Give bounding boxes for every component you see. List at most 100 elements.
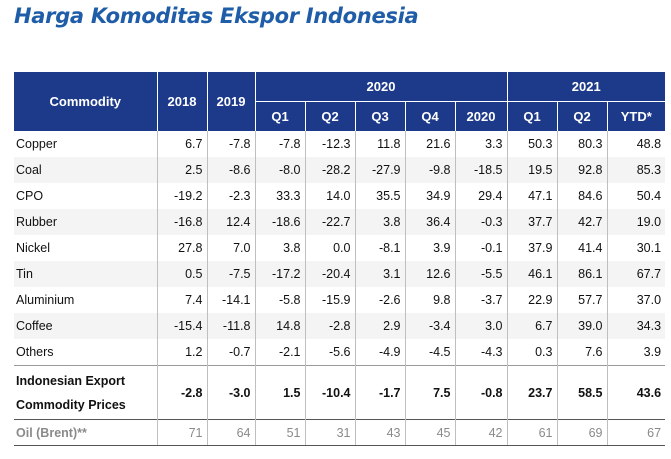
table-cell: -3.4 xyxy=(405,313,456,339)
row-label: Coal xyxy=(14,157,158,183)
table-cell: 42.7 xyxy=(557,209,608,235)
table-cell: -14.1 xyxy=(207,287,256,313)
row-label: Others xyxy=(14,339,158,366)
row-label: CPO xyxy=(14,183,158,209)
table-cell: 43.6 xyxy=(607,365,666,420)
header-2020: 2020 xyxy=(254,72,507,102)
table-cell: -15.9 xyxy=(305,287,356,313)
table-cell: -9.8 xyxy=(405,157,456,183)
table-cell: -2.8 xyxy=(157,365,208,420)
table-cell: -0.7 xyxy=(207,339,256,366)
table-cell: 85.3 xyxy=(607,157,666,183)
header-commodity: Commodity xyxy=(14,72,157,131)
table-cell: -5.5 xyxy=(455,261,508,287)
row-label-line-2: Commodity Prices xyxy=(16,397,126,412)
table-cell: -20.4 xyxy=(305,261,356,287)
table-cell: 3.1 xyxy=(355,261,406,287)
table-cell: -22.7 xyxy=(305,209,356,235)
table-cell: 3.3 xyxy=(455,131,508,157)
table-cell: 84.6 xyxy=(557,183,608,209)
table-cell: 31 xyxy=(305,419,356,446)
table-cell: -0.3 xyxy=(455,209,508,235)
table-cell: 42 xyxy=(455,419,508,446)
table-cell: 7.0 xyxy=(207,235,256,261)
table-cell: -27.9 xyxy=(355,157,406,183)
page-title: Harga Komoditas Ekspor Indonesia xyxy=(14,4,419,28)
table-cell: -0.1 xyxy=(455,235,508,261)
table-cell: 23.7 xyxy=(507,365,558,420)
table-cell: 22.9 xyxy=(507,287,558,313)
row-label: Nickel xyxy=(14,235,158,261)
table-cell: 21.6 xyxy=(405,131,456,157)
table-cell: 80.3 xyxy=(557,131,608,157)
table-cell: 50.3 xyxy=(507,131,558,157)
table-cell: 57.7 xyxy=(557,287,608,313)
table-cell: 35.5 xyxy=(355,183,406,209)
table-cell: 12.4 xyxy=(207,209,256,235)
oil-brent-row: Oil (Brent)** 71 64 51 31 43 45 42 61 69 67 xyxy=(14,419,666,446)
table-cell: 0.3 xyxy=(507,339,558,366)
header-2020-q4: Q4 xyxy=(404,101,455,131)
row-label: Coffee xyxy=(14,313,158,339)
header-2021-q2: Q2 xyxy=(556,101,607,131)
header-2019: 2019 xyxy=(206,72,255,131)
table-cell: 67.7 xyxy=(607,261,666,287)
table-cell: -2.6 xyxy=(355,287,406,313)
table-cell: 37.0 xyxy=(636,293,662,307)
table-cell: 3.9 xyxy=(405,235,456,261)
table-cell: 19.5 xyxy=(507,157,558,183)
row-label: Oil (Brent)** xyxy=(14,419,158,446)
table-cell: 34.3 xyxy=(607,313,666,339)
table-cell: 30.1 xyxy=(636,241,662,255)
table-cell: 67 xyxy=(607,419,666,446)
table-cell: 86.1 xyxy=(557,261,608,287)
table-row: Copper 6.7 -7.8 -7.8 -12.3 11.8 21.6 3.3 50.3 80.… xyxy=(14,131,665,157)
table-row: Tin 0.5 -7.5 -17.2 -20.4 3.1 12.6 -5.5 46.1 86.1 6… xyxy=(14,261,666,287)
table-cell: -7.5 xyxy=(207,261,256,287)
table-cell: -2.3 xyxy=(207,183,256,209)
table-cell: 9.8 xyxy=(405,287,456,313)
table-cell: 0.0 xyxy=(305,235,356,261)
table-cell: 7.6 xyxy=(557,339,608,366)
header-2018: 2018 xyxy=(156,72,207,131)
table-cell: -1.7 xyxy=(355,365,406,420)
row-label: Indonesian Export Commodity Prices xyxy=(14,365,158,420)
table-cell: -5.6 xyxy=(305,339,356,366)
table-cell: -2.1 xyxy=(255,339,306,366)
table-cell: 12.6 xyxy=(405,261,456,287)
table-cell: 51 xyxy=(255,419,306,446)
table-cell: 3.0 xyxy=(455,313,508,339)
table-cell: 43 xyxy=(355,419,406,446)
table-cell: 37.9 xyxy=(507,235,558,261)
table-cell: -12.3 xyxy=(305,131,356,157)
header-2021-q1: Q1 xyxy=(506,101,557,131)
table-cell: 27.8 xyxy=(157,235,208,261)
row-label: Rubber xyxy=(14,209,158,235)
table-cell: 47.1 xyxy=(507,183,558,209)
table-cell: -11.8 xyxy=(207,313,256,339)
table-cell: -17.2 xyxy=(255,261,306,287)
table-cell: -3.0 xyxy=(207,365,256,420)
table-cell: -8.6 xyxy=(207,157,256,183)
row-label-line-1: Indonesian Export xyxy=(16,373,126,388)
table-cell: 3.9 xyxy=(643,345,662,359)
table-row: Rubber -16.8 12.4 -18.6 -22.7 3.8 36.4 -0.3 37.7… xyxy=(14,209,666,235)
table-cell: -18.6 xyxy=(255,209,306,235)
table-cell: 46.1 xyxy=(507,261,558,287)
header-2020-q1: Q1 xyxy=(254,101,305,131)
table-cell: -15.4 xyxy=(157,313,208,339)
table-cell: 11.8 xyxy=(355,131,406,157)
table-cell: 29.4 xyxy=(455,183,508,209)
table-cell: -19.2 xyxy=(157,183,208,209)
table-cell: 1.2 xyxy=(157,339,208,366)
table-cell: 14.8 xyxy=(255,313,306,339)
table-cell: -5.8 xyxy=(255,287,306,313)
table-cell: 48.8 xyxy=(636,137,662,151)
table-cell: 45 xyxy=(405,419,456,446)
table-cell: 0.5 xyxy=(157,261,208,287)
table-cell: 41.4 xyxy=(557,235,608,261)
table-row: Coffee -15.4 -11.8 14.8 -2.8 2.9 -3.4 3.0 6.7 39.… xyxy=(14,313,666,339)
table-cell: 61 xyxy=(507,419,558,446)
table-cell: 33.3 xyxy=(255,183,306,209)
table-cell: 50.4 xyxy=(636,189,662,203)
